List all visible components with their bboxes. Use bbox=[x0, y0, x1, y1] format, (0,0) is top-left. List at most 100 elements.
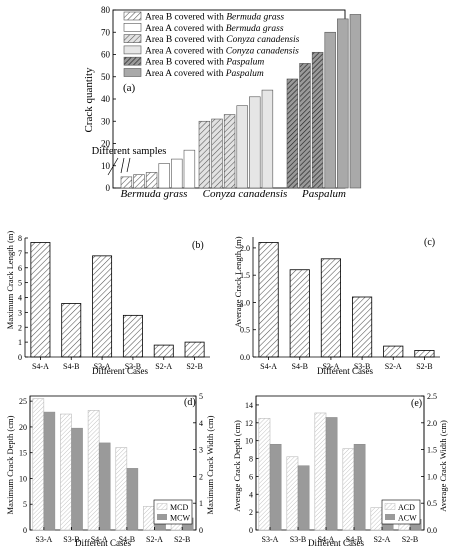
panel-b-tag: (b) bbox=[192, 240, 204, 251]
d-y2-tick-label: 0 bbox=[199, 526, 203, 535]
chart-panel-e: Average Crack Depth (cm) Average Crack W… bbox=[232, 392, 448, 548]
c-bar bbox=[414, 350, 435, 358]
d-y-tick-label: 5 bbox=[23, 500, 27, 509]
c-xtick-label: S4-A bbox=[260, 362, 277, 371]
b-y-tick-label: 8 bbox=[18, 234, 22, 243]
bar bbox=[145, 172, 158, 189]
e-y-tick-label: 14 bbox=[245, 401, 253, 410]
e-bar bbox=[258, 418, 271, 531]
legend-swatch bbox=[123, 45, 142, 55]
c-y-tick-label: 1.0 bbox=[240, 298, 250, 307]
d-legend-swatch bbox=[156, 503, 168, 510]
d-bar bbox=[43, 411, 56, 531]
d-y2-tick-label: 2 bbox=[199, 472, 203, 481]
e-xtick-label: S3-B bbox=[290, 535, 306, 544]
b-bar bbox=[61, 303, 82, 358]
e-y-tick-label: 2 bbox=[249, 508, 253, 517]
e-xtick-label: S4-A bbox=[318, 535, 335, 544]
panel-d-plot: 0 5 10 15 20 25 0 1 2 3 4 5 S3-A S3-B S4-A S4-B S2-A S2-B… bbox=[19, 392, 203, 544]
panel-a-ytick-label: 40 bbox=[101, 94, 111, 104]
e-bar bbox=[286, 456, 299, 531]
d-xtick-label: S3-A bbox=[35, 535, 52, 544]
panel-a-ytick-label: 0 bbox=[106, 183, 111, 193]
e-legend-swatch bbox=[385, 514, 395, 520]
e-y-tick-label: 8 bbox=[249, 455, 253, 464]
panel-e-xlabel: Different Cases bbox=[308, 538, 365, 548]
d-bar bbox=[115, 447, 128, 531]
bar bbox=[337, 18, 349, 189]
b-bar bbox=[184, 341, 205, 358]
legend-label-species: Bermuda grass bbox=[226, 24, 284, 34]
d-y-tick-label: 10 bbox=[19, 474, 27, 483]
e-legend-label: ACD bbox=[398, 503, 415, 512]
d-y2-tick-label: 4 bbox=[199, 419, 203, 428]
e-bar bbox=[314, 412, 327, 531]
legend-label-species: Paspalum bbox=[225, 69, 264, 79]
d-xtick-label: S4-A bbox=[91, 535, 108, 544]
c-xtick-label: S3-B bbox=[354, 362, 370, 371]
chart-panel-b: Maximum Crack Length (m) Different Cases… bbox=[5, 231, 210, 376]
d-bar bbox=[98, 442, 111, 531]
d-y2-tick-label: 5 bbox=[199, 392, 203, 401]
annotation-different-samples: Different samples bbox=[92, 146, 167, 157]
panel-a-group-labels: Bermuda grass Conyza canadensis Paspalum bbox=[121, 188, 347, 200]
panel-c-xlabel: Different Cases bbox=[317, 366, 374, 376]
legend-swatch bbox=[123, 34, 142, 43]
legend-swatch bbox=[123, 22, 142, 32]
d-legend-label: MCD bbox=[170, 503, 188, 512]
e-y-tick-label: 10 bbox=[245, 437, 253, 446]
bar bbox=[249, 96, 261, 189]
panel-b-xlabel: Different Cases bbox=[92, 366, 149, 376]
bar bbox=[158, 163, 170, 189]
panel-a-tag: (a) bbox=[123, 82, 136, 94]
c-y-tick-label: 1.5 bbox=[240, 271, 250, 280]
b-y-tick-label: 5 bbox=[18, 279, 22, 288]
bar bbox=[223, 114, 236, 189]
d-y-tick-label: 0 bbox=[23, 526, 27, 535]
b-y-tick-label: 1 bbox=[18, 338, 22, 347]
annotation-arrow bbox=[107, 157, 119, 176]
e-y-tick-label: 6 bbox=[249, 472, 253, 481]
e-xtick-label: S2-B bbox=[402, 535, 418, 544]
panel-b-plot: 0 1 2 3 4 5 6 7 8 S4-A S4-B S3-A S3-B S2-A S2-B bbox=[18, 234, 210, 371]
d-xtick-label: S2-B bbox=[174, 535, 190, 544]
d-y2-tick-label: 3 bbox=[199, 446, 203, 455]
d-bar bbox=[71, 427, 83, 531]
e-bar bbox=[342, 448, 355, 531]
panel-a-ytick-label: 10 bbox=[101, 161, 111, 171]
b-xtick-label: S4-A bbox=[32, 362, 49, 371]
e-bar bbox=[370, 507, 383, 531]
group-label-paspalum: Paspalum bbox=[301, 188, 346, 200]
panel-c-ylabel: Average Crack Length (m) bbox=[233, 236, 243, 327]
e-xtick-label: S4-B bbox=[346, 535, 362, 544]
d-bar bbox=[126, 468, 139, 531]
e-xtick-label: S2-A bbox=[374, 535, 391, 544]
chart-panel-c: Average Crack Length (m) Different Cases… bbox=[233, 236, 440, 376]
group-label-bermuda: Bermuda grass bbox=[121, 188, 188, 200]
panel-d-tag: (d) bbox=[184, 397, 196, 408]
e-y2-tick-label: 1.5 bbox=[427, 446, 437, 455]
bar bbox=[324, 31, 336, 189]
e-y-tick-label: 4 bbox=[249, 490, 253, 499]
legend-label: Area B covered with Conyza canadensis bbox=[145, 35, 300, 45]
c-bar bbox=[258, 242, 279, 358]
b-xtick-label: S2-A bbox=[155, 362, 172, 371]
d-y-tick-label: 20 bbox=[19, 423, 27, 432]
panel-b-ylabel: Maximum Crack Length (m) bbox=[5, 231, 15, 330]
d-bar bbox=[32, 398, 45, 531]
annotation-arrow bbox=[120, 157, 125, 174]
e-bar bbox=[325, 417, 338, 531]
d-y2-tick-label: 1 bbox=[199, 499, 203, 508]
panel-a-ytick-label: 60 bbox=[101, 50, 111, 60]
panel-a-bars bbox=[120, 14, 362, 189]
b-bar bbox=[122, 314, 143, 358]
e-y2-tick-label: 2.5 bbox=[427, 392, 437, 401]
e-y2-tick-label: 2.0 bbox=[427, 419, 437, 428]
legend-label-prefix: Area B covered with bbox=[145, 13, 226, 23]
panel-a-ytick-label: 20 bbox=[101, 139, 111, 149]
e-y-tick-label: 12 bbox=[245, 419, 253, 428]
chart-panel-a: Crack quantity 0 10 20 30 40 50 60 70 80 Area B … bbox=[83, 5, 362, 200]
panel-a-annotation: Different samples bbox=[92, 146, 167, 176]
e-bar bbox=[353, 443, 366, 531]
